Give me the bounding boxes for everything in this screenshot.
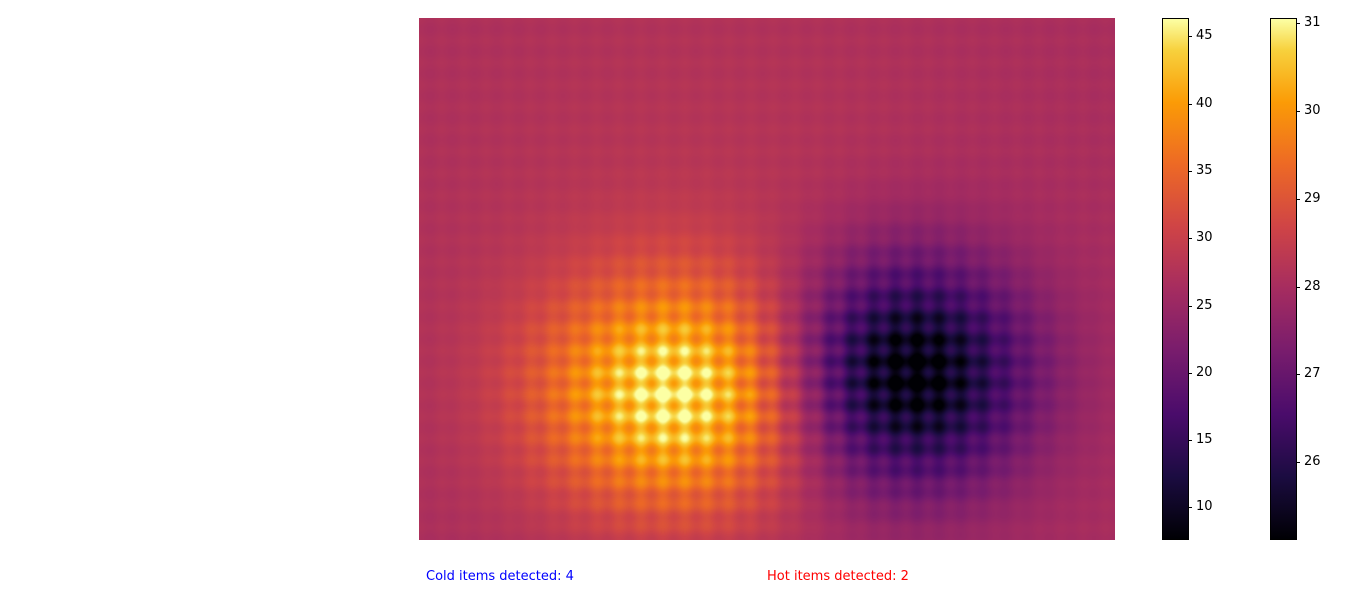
cold-items-status: Cold items detected: 4 (426, 569, 574, 584)
thermal-heatmap (419, 18, 1115, 540)
colorbar-primary: 10 15 20 25 30 35 40 45 (1162, 18, 1213, 540)
cbar1-tick-label: 15 (1196, 432, 1213, 448)
colorbar-secondary: 26 27 28 29 30 31 (1270, 15, 1321, 540)
cbar1-tick-label: 30 (1196, 230, 1213, 246)
cbar1-tick-label: 40 (1196, 95, 1213, 111)
cbar1-tick-label: 35 (1196, 163, 1213, 179)
cbar2-tick-label: 29 (1304, 190, 1321, 206)
cbar1-tick-label: 45 (1196, 28, 1213, 44)
cbar1-tick-label: 10 (1196, 499, 1213, 515)
colorbar-secondary-ticks: 26 27 28 29 30 31 (1296, 15, 1346, 539)
cbar1-tick-label: 25 (1196, 297, 1213, 313)
cbar2-tick-label: 27 (1304, 366, 1321, 382)
colorbar-secondary-gradient (1271, 19, 1296, 539)
cbar2-tick-label: 30 (1304, 103, 1321, 119)
cbar2-tick-label: 31 (1304, 15, 1321, 31)
cbar2-tick-label: 26 (1304, 454, 1321, 470)
cbar2-tick-label: 28 (1304, 278, 1321, 294)
cbar1-tick-label: 20 (1196, 364, 1213, 380)
colorbar-primary-ticks: 10 15 20 25 30 35 40 45 (1188, 19, 1248, 539)
hot-items-status: Hot items detected: 2 (767, 569, 909, 584)
colorbar-primary-gradient (1163, 19, 1188, 539)
